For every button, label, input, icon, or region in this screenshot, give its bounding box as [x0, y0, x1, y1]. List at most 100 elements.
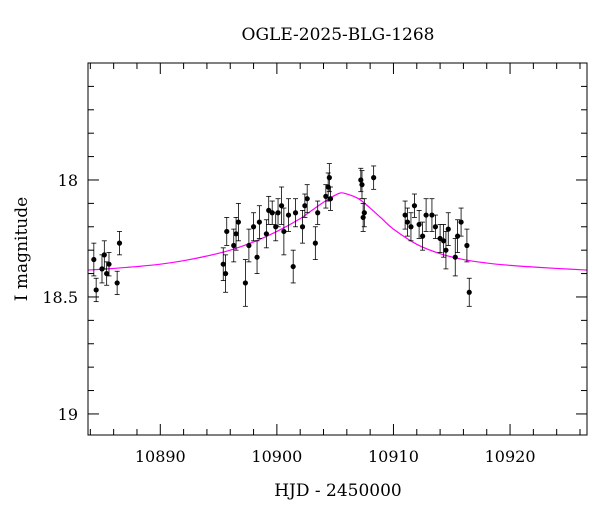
data-marker — [292, 210, 299, 216]
data-marker — [454, 233, 461, 239]
data-marker — [315, 210, 321, 216]
model-curve — [87, 192, 588, 271]
data-point — [312, 226, 318, 260]
data-marker — [290, 263, 296, 270]
data-marker — [408, 224, 414, 230]
data-marker — [93, 287, 99, 293]
data-point — [93, 277, 99, 303]
data-marker — [114, 280, 120, 286]
data-point — [250, 212, 257, 242]
data-point — [224, 217, 230, 246]
data-marker — [101, 252, 107, 258]
data-point — [266, 195, 272, 225]
axis-tick-labels: 10890 10900 10910 10920 18 18.5 19 — [42, 171, 535, 466]
data-point — [432, 214, 439, 239]
data-point — [269, 200, 275, 225]
axis-ticks — [88, 62, 587, 435]
data-marker — [281, 228, 287, 235]
data-point — [106, 252, 112, 277]
data-point — [304, 184, 310, 214]
data-marker — [445, 226, 451, 232]
data-marker — [440, 238, 447, 244]
data-marker — [106, 261, 112, 267]
data-point — [242, 259, 248, 307]
data-marker — [458, 219, 464, 225]
data-point — [114, 270, 120, 296]
data-point — [440, 224, 447, 258]
data-marker — [423, 212, 429, 218]
chart-title: OGLE-2025-BLG-1268 — [242, 25, 435, 45]
data-marker — [466, 289, 472, 295]
data-marker — [312, 240, 318, 246]
data-marker — [402, 212, 408, 218]
data-marker — [404, 219, 411, 225]
data-point — [275, 198, 281, 228]
data-marker — [302, 203, 308, 209]
data-point — [358, 167, 364, 193]
x-tick-label: 10920 — [485, 447, 536, 466]
data-point — [359, 170, 365, 200]
data-marker — [278, 203, 285, 209]
data-marker — [429, 212, 435, 218]
data-marker — [233, 231, 239, 237]
data-point — [402, 200, 408, 230]
data-point — [299, 209, 306, 244]
data-marker — [432, 224, 439, 230]
model-curve-line — [87, 192, 588, 271]
data-marker — [285, 212, 292, 218]
data-point — [443, 231, 449, 270]
data-marker — [116, 240, 123, 246]
data-point — [416, 209, 422, 239]
data-point — [360, 202, 366, 232]
data-marker — [464, 242, 470, 249]
data-point — [411, 193, 418, 218]
y-tick-label: 18 — [58, 171, 78, 190]
y-tick-label: 19 — [58, 405, 78, 424]
data-marker — [224, 228, 230, 235]
data-point — [445, 212, 451, 246]
data-marker — [254, 254, 260, 260]
data-point — [281, 207, 287, 256]
data-point — [101, 240, 107, 270]
data-point — [371, 165, 377, 190]
data-point — [466, 277, 472, 307]
data-point — [452, 238, 458, 277]
data-marker — [246, 242, 252, 249]
data-point — [246, 228, 252, 263]
data-marker — [361, 210, 367, 216]
data-point — [437, 224, 443, 253]
data-marker — [360, 214, 366, 221]
data-marker — [235, 219, 241, 225]
data-marker — [275, 210, 281, 216]
data-marker — [269, 210, 275, 216]
data-point — [458, 207, 464, 237]
data-marker — [242, 280, 248, 286]
data-point — [404, 207, 411, 237]
data-marker — [304, 196, 310, 202]
data-marker — [263, 231, 269, 237]
data-marker — [222, 270, 229, 277]
data-point — [423, 198, 429, 232]
data-marker — [420, 233, 426, 239]
data-point — [323, 184, 329, 209]
data-marker — [220, 261, 226, 267]
data-point — [290, 249, 296, 284]
data-marker — [323, 193, 329, 199]
data-marker — [443, 247, 449, 253]
data-point — [285, 198, 292, 232]
data-point — [254, 240, 260, 274]
data-marker — [326, 175, 332, 181]
data-marker — [250, 224, 257, 230]
data-point — [327, 186, 334, 211]
data-point — [263, 219, 269, 249]
data-point — [429, 198, 435, 232]
data-marker — [411, 203, 418, 209]
x-tick-label: 10900 — [251, 447, 302, 466]
data-point — [220, 247, 226, 281]
data-point — [222, 254, 229, 293]
data-marker — [371, 175, 377, 181]
data-point — [116, 231, 123, 256]
data-marker — [452, 254, 458, 260]
data-point — [464, 228, 470, 263]
data-marker — [231, 242, 237, 249]
